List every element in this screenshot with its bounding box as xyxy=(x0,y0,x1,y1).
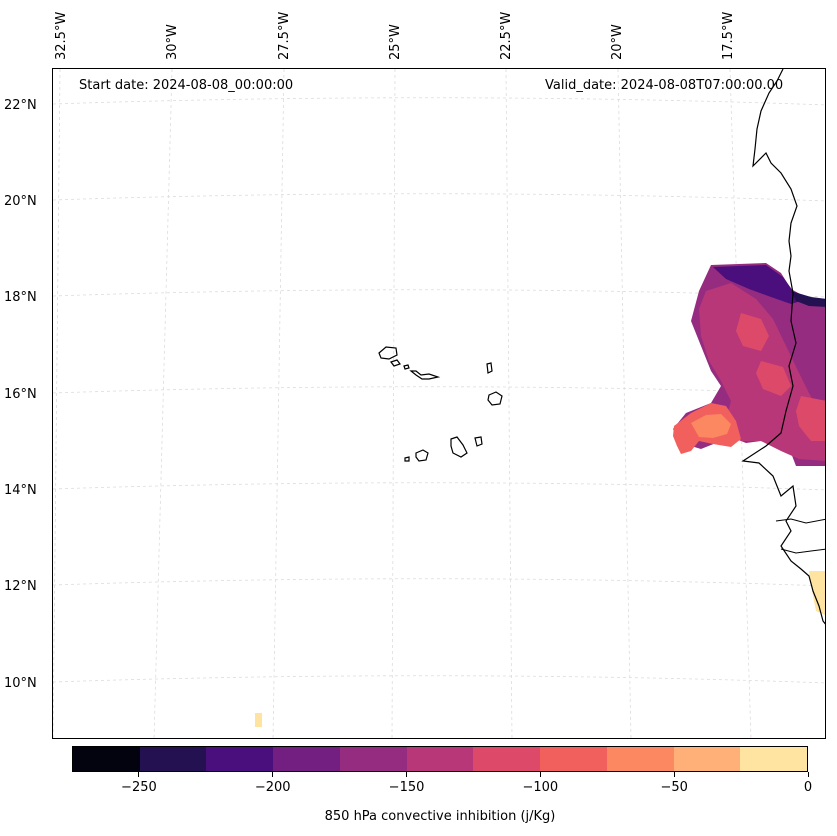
start-date-annotation: Start date: 2024-08-08_00:00:00 xyxy=(79,78,294,93)
map-panel xyxy=(52,68,826,739)
colorbar-tick xyxy=(138,772,140,777)
lon-label-30w: 30°W xyxy=(165,24,180,60)
island-brava xyxy=(404,456,410,462)
colorbar-segment xyxy=(406,747,474,771)
island-santo-antao xyxy=(378,346,398,360)
colorbar-tick xyxy=(807,772,809,777)
cin-region-darkest xyxy=(791,291,825,307)
island-maio xyxy=(474,436,483,447)
colorbar-tick xyxy=(673,772,675,777)
map-canvas xyxy=(53,69,825,738)
meridian-27.5w xyxy=(272,69,285,738)
island-sal xyxy=(486,362,493,374)
island-santa-luzia xyxy=(403,364,410,370)
parallel-14n xyxy=(53,482,825,491)
cin-region-pale xyxy=(255,571,825,727)
colorbar-segment xyxy=(339,747,407,771)
colorbar-title: 850 hPa convective inhibition (j/Kg) xyxy=(324,809,556,824)
colorbar-segment xyxy=(540,747,607,771)
lon-label-32.5w: 32.5°W xyxy=(54,11,69,60)
african-coastline xyxy=(741,69,825,625)
meridian-17.5w xyxy=(729,69,752,738)
colorbar-segment xyxy=(139,747,207,771)
colorbar-segment xyxy=(73,747,140,771)
meridian-25w xyxy=(391,69,396,738)
lon-label-27.5w: 27.5°W xyxy=(277,11,292,60)
meridian-32.5w xyxy=(53,69,61,738)
lat-label-18n: 18°N xyxy=(4,290,37,305)
parallel-10n xyxy=(53,675,825,684)
lon-label-20w: 20°W xyxy=(610,24,625,60)
colorbar-segment xyxy=(740,747,808,771)
island-sao-vicente xyxy=(390,359,401,367)
colorbar-segment xyxy=(473,747,541,771)
colorbar-tick-label: 0 xyxy=(803,780,813,795)
lon-label-25w: 25°W xyxy=(388,24,403,60)
lat-label-16n: 16°N xyxy=(4,387,37,402)
cape-verde-islands xyxy=(378,346,503,462)
meridian-22.5w xyxy=(505,69,513,738)
colorbar-segment xyxy=(673,747,741,771)
colorbar-tick-label: −250 xyxy=(121,780,157,795)
lat-label-22n: 22°N xyxy=(4,98,37,113)
parallel-12n xyxy=(53,578,825,587)
island-santiago xyxy=(450,436,468,458)
cin-region-dark xyxy=(713,265,801,304)
meridian-20w xyxy=(617,69,632,738)
cin-region-orange xyxy=(691,414,731,438)
parallel-22n xyxy=(53,97,825,106)
lat-label-14n: 14°N xyxy=(4,483,37,498)
parallel-16n xyxy=(53,386,825,395)
graticule xyxy=(53,69,825,738)
colorbar xyxy=(72,746,808,772)
cin-field xyxy=(255,263,825,727)
colorbar-tick-label: −50 xyxy=(660,780,688,795)
colorbar-tick-label: −150 xyxy=(388,780,425,795)
colorbar-segment xyxy=(206,747,274,771)
lat-label-20n: 20°N xyxy=(4,194,37,209)
valid-date-annotation: Valid_date: 2024-08-08T07:00:00.00 xyxy=(545,78,784,93)
lon-label-17.5w: 17.5°W xyxy=(721,11,736,60)
parallel-20n xyxy=(53,193,825,202)
gambia-inlet xyxy=(775,518,825,554)
meridian-30w xyxy=(153,69,173,738)
lat-label-10n: 10°N xyxy=(4,676,37,691)
lat-label-12n: 12°N xyxy=(4,579,37,594)
parallel-18n xyxy=(53,289,825,298)
colorbar-tick xyxy=(539,772,541,777)
island-boa-vista xyxy=(487,391,503,406)
colorbar-segment xyxy=(273,747,340,771)
colorbar-tick-label: −100 xyxy=(522,780,559,795)
colorbar-tick-label: −200 xyxy=(254,780,291,795)
lon-label-22.5w: 22.5°W xyxy=(499,11,514,60)
island-fogo xyxy=(415,449,429,462)
colorbar-tick xyxy=(272,772,274,777)
colorbar-segment xyxy=(606,747,674,771)
cin-region-red xyxy=(736,313,825,441)
island-sao-nicolau xyxy=(409,370,441,380)
colorbar-tick xyxy=(406,772,408,777)
